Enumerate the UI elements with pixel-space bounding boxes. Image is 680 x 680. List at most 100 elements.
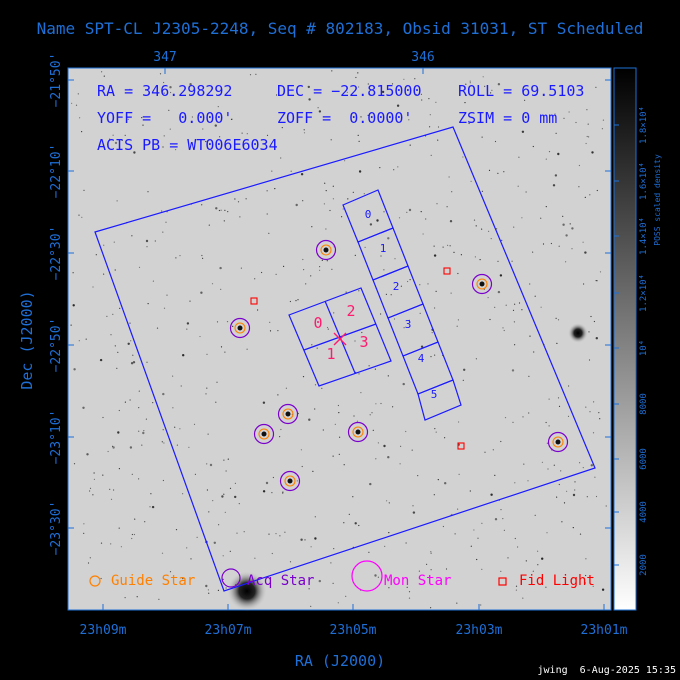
background-star xyxy=(363,193,365,195)
background-star xyxy=(558,405,561,407)
background-star xyxy=(358,524,360,527)
star-dot xyxy=(355,429,361,435)
background-star xyxy=(189,83,192,86)
background-star xyxy=(420,93,422,95)
background-star xyxy=(481,568,483,571)
guide-star-marker xyxy=(352,426,364,438)
background-star xyxy=(517,546,519,548)
background-star xyxy=(268,533,270,535)
background-star xyxy=(595,280,597,282)
background-star xyxy=(596,280,598,282)
background-star xyxy=(407,280,409,283)
star-dot xyxy=(285,411,291,417)
y-tick-label: −23°30' xyxy=(49,501,64,556)
background-star xyxy=(390,294,392,296)
background-star xyxy=(254,278,256,280)
background-star xyxy=(563,502,566,504)
background-star xyxy=(479,259,481,261)
background-star xyxy=(223,493,225,495)
background-star xyxy=(368,365,370,367)
chip-label: 4 xyxy=(418,352,425,365)
background-star xyxy=(560,470,562,472)
background-star xyxy=(512,309,515,311)
background-star xyxy=(442,525,444,528)
background-star xyxy=(380,255,382,257)
colorbar-label: POSS scaled density xyxy=(653,154,662,246)
star-markers xyxy=(229,239,569,492)
background-star xyxy=(182,578,184,580)
background-star xyxy=(586,496,588,498)
background-star xyxy=(537,550,539,552)
background-star xyxy=(515,589,518,591)
background-star xyxy=(143,430,145,432)
background-star xyxy=(201,204,203,206)
background-star xyxy=(130,340,132,342)
background-star xyxy=(399,463,401,465)
background-star xyxy=(427,283,429,285)
background-star xyxy=(95,254,97,256)
background-star xyxy=(89,490,91,492)
background-star xyxy=(339,436,341,438)
background-star xyxy=(601,128,604,130)
background-star xyxy=(208,592,210,594)
background-star xyxy=(449,220,453,223)
background-star xyxy=(451,191,453,193)
background-star xyxy=(110,334,112,336)
background-star xyxy=(435,290,437,292)
background-star xyxy=(268,232,270,234)
background-star xyxy=(112,134,114,136)
background-star xyxy=(304,539,306,541)
background-star xyxy=(532,145,534,148)
background-star xyxy=(205,140,207,143)
background-star xyxy=(540,217,542,219)
background-star xyxy=(172,407,174,409)
background-star xyxy=(360,116,362,118)
background-star xyxy=(392,406,394,408)
background-star xyxy=(249,74,252,76)
background-star xyxy=(458,473,460,475)
aimpoint-marker xyxy=(333,332,347,346)
star-dot xyxy=(479,281,485,287)
background-star xyxy=(434,307,436,309)
background-star xyxy=(422,233,424,235)
background-star xyxy=(225,587,227,589)
background-star xyxy=(318,579,321,583)
background-star xyxy=(457,272,459,275)
colorbar xyxy=(613,67,637,611)
background-star xyxy=(357,134,359,136)
background-star xyxy=(295,203,298,207)
background-star xyxy=(429,114,431,116)
guide-star-marker xyxy=(258,428,270,440)
background-star xyxy=(338,412,340,414)
background-star xyxy=(131,473,133,475)
background-star xyxy=(83,523,85,525)
y-tick-label: −22°10' xyxy=(49,144,64,199)
bright-star xyxy=(568,323,588,343)
background-star xyxy=(208,224,210,226)
background-star xyxy=(202,257,204,259)
background-star xyxy=(393,169,395,171)
background-star xyxy=(277,330,279,332)
background-star xyxy=(591,576,594,579)
background-star xyxy=(217,106,219,108)
background-star xyxy=(152,280,154,282)
background-star xyxy=(405,430,407,433)
mon-star-legend-icon xyxy=(351,560,383,592)
background-star xyxy=(162,392,165,396)
background-star xyxy=(332,455,334,457)
background-star xyxy=(162,231,164,233)
background-star xyxy=(595,86,597,88)
star-dot xyxy=(237,325,243,331)
background-star xyxy=(209,463,213,467)
background-star xyxy=(357,72,359,74)
background-star xyxy=(476,558,478,561)
background-star xyxy=(558,245,560,247)
background-star xyxy=(379,167,381,169)
background-star xyxy=(446,206,448,208)
background-star xyxy=(163,92,165,94)
background-star xyxy=(102,416,104,419)
background-star xyxy=(223,220,225,222)
acq-star-marker xyxy=(347,421,369,443)
background-star xyxy=(271,170,273,172)
